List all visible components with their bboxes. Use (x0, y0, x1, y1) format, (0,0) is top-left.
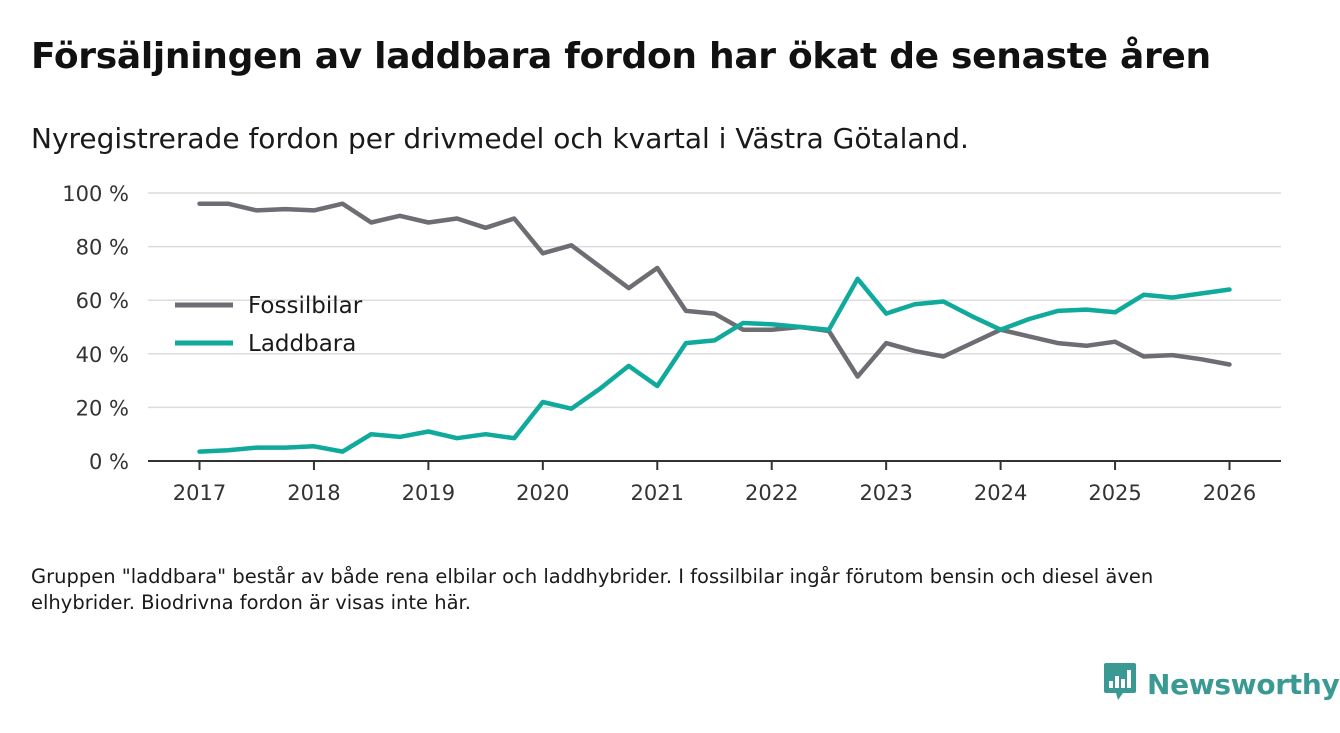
legend-label: Fossilbilar (248, 293, 363, 319)
series-line-laddbara (197, 276, 1232, 454)
legend-label: Laddbara (248, 331, 356, 357)
x-tick-label: 2017 (173, 481, 226, 505)
y-axis-tick-labels: 0 % 20 % 40 % 60 % 80 % 100 % (62, 182, 129, 474)
x-tick-label: 2020 (516, 481, 569, 505)
y-tick-label: 40 % (76, 343, 129, 367)
y-tick-label: 100 % (62, 182, 129, 206)
x-tick-label: 2021 (631, 481, 684, 505)
legend: Fossilbilar Laddbara (175, 293, 363, 357)
newsworthy-brand[interactable]: Newsworthy (1103, 661, 1340, 707)
series-line-fossilbilar (197, 201, 1232, 379)
x-tick-label: 2018 (287, 481, 340, 505)
x-tick-label: 2022 (745, 481, 798, 505)
newsworthy-logo-icon (1103, 661, 1137, 707)
x-axis: 2017 2018 2019 2020 2021 2022 2023 2024 2025 2026 (148, 460, 1281, 505)
x-tick-label: 2026 (1203, 481, 1256, 505)
brand-name: Newsworthy (1147, 667, 1340, 701)
y-tick-label: 20 % (76, 396, 129, 420)
x-tick-label: 2023 (859, 481, 912, 505)
y-tick-label: 80 % (76, 236, 129, 260)
footnote: Gruppen "laddbara" består av både rena e… (31, 565, 1154, 614)
x-tick-label: 2019 (402, 481, 455, 505)
x-tick-label: 2024 (974, 481, 1027, 505)
gridlines (148, 192, 1281, 409)
y-tick-label: 0 % (89, 450, 129, 474)
chart-title: Försäljningen av laddbara fordon har öka… (31, 36, 1211, 77)
x-tick-label: 2025 (1088, 481, 1141, 505)
series-lines (197, 201, 1232, 454)
chart-subtitle: Nyregistrerade fordon per drivmedel och … (31, 122, 969, 155)
y-tick-label: 60 % (76, 289, 129, 313)
